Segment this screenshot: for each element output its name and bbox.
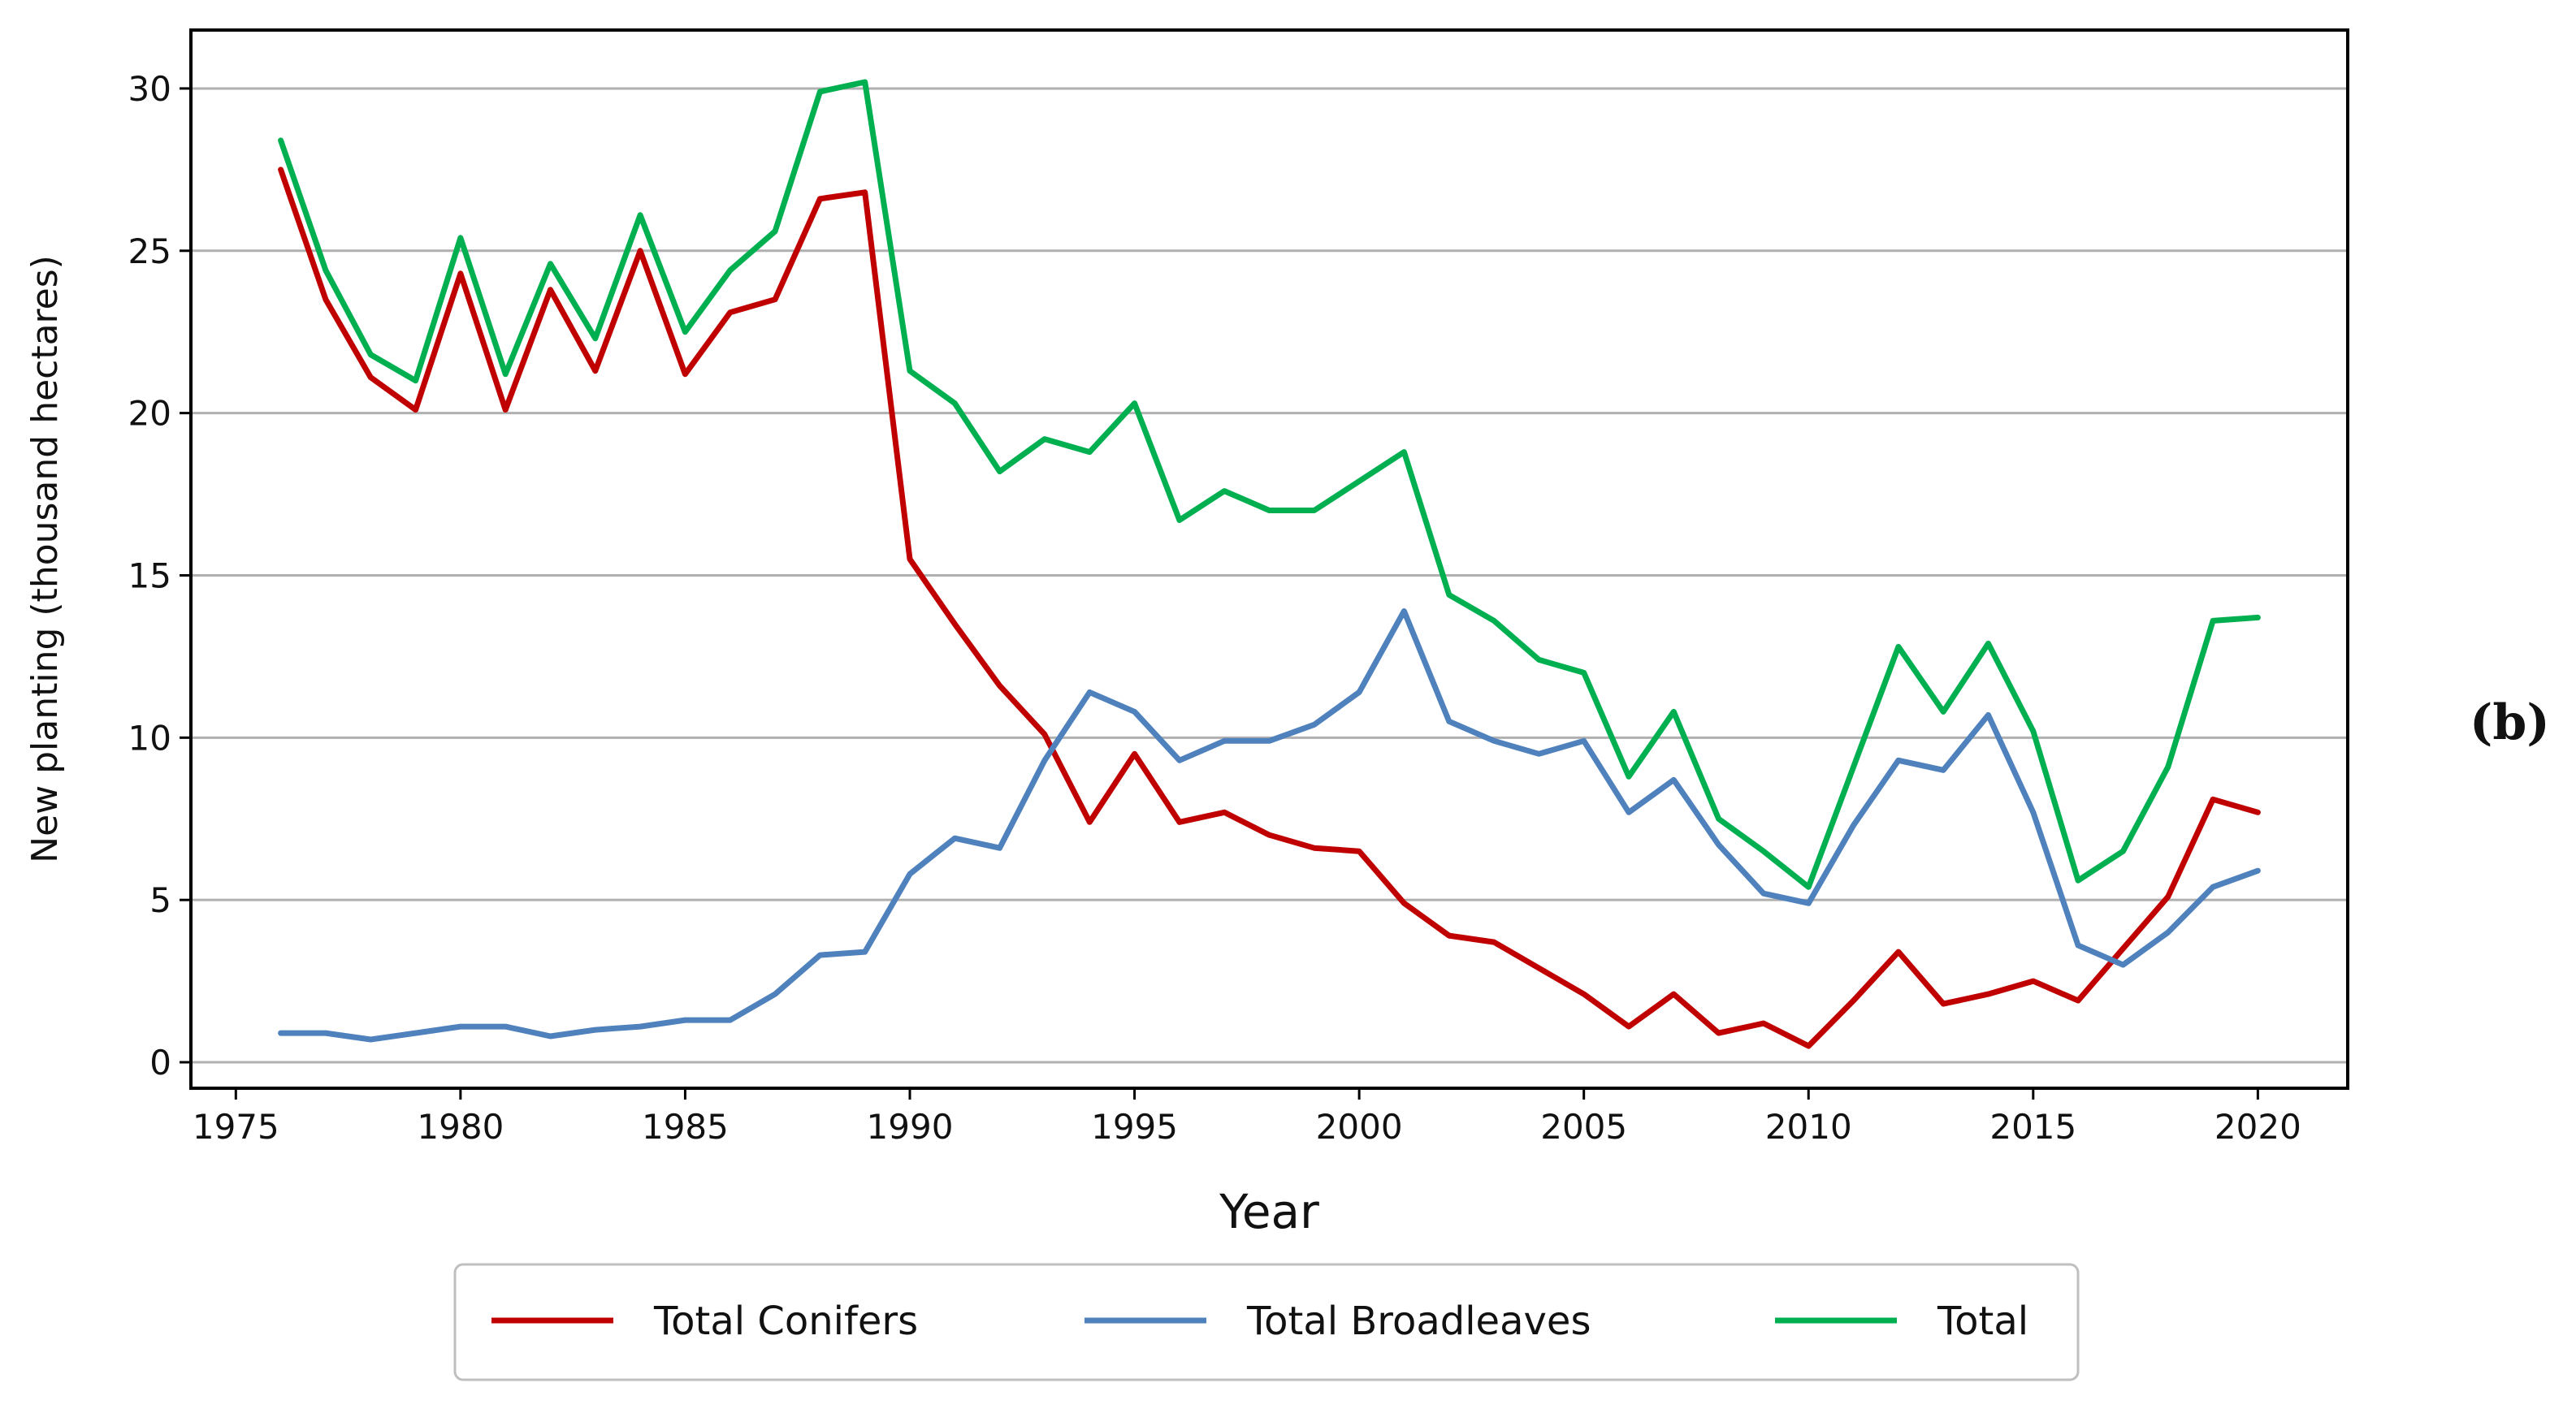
- y-tick-label: 5: [149, 880, 171, 920]
- gridlines: [191, 87, 2348, 1064]
- x-tick-label: 1980: [417, 1107, 504, 1147]
- y-tick-label: 30: [128, 69, 171, 109]
- series-line-total: [278, 79, 2261, 890]
- x-tick-label: 1985: [642, 1107, 729, 1147]
- legend: Total Conifers Total Broadleaves Total: [453, 1263, 2080, 1381]
- y-axis-ticks: 0 5 10 15 20 25 30: [128, 69, 191, 1083]
- legend-box: [453, 1263, 2080, 1381]
- legend-label: Total: [1937, 1299, 2028, 1344]
- y-tick-label: 10: [128, 718, 171, 758]
- x-tick-label: 2000: [1316, 1107, 1403, 1147]
- x-tick-label: 2005: [1540, 1107, 1627, 1147]
- panel-label: (b): [2470, 694, 2550, 751]
- legend-label: Total Conifers: [653, 1299, 918, 1344]
- x-axis-label: Year: [1219, 1184, 1319, 1239]
- x-tick-label: 2015: [1989, 1107, 2076, 1147]
- y-axis-label: New planting (thousand hectares): [24, 255, 66, 863]
- x-tick-label: 1975: [193, 1107, 279, 1147]
- legend-label: Total Broadleaves: [1246, 1299, 1591, 1344]
- y-tick-label: 0: [149, 1043, 171, 1083]
- series-line-total-conifers: [278, 166, 2261, 1049]
- x-tick-label: 1990: [867, 1107, 954, 1147]
- x-tick-label: 2020: [2214, 1107, 2301, 1147]
- series-lines: [278, 79, 2261, 1049]
- series-line-total-broadleaves: [278, 608, 2261, 1043]
- plot-frame: [189, 28, 2349, 1090]
- x-tick-label: 2010: [1765, 1107, 1852, 1147]
- y-tick-label: 20: [128, 394, 171, 434]
- x-tick-label: 1995: [1091, 1107, 1178, 1147]
- x-axis-ticks: 1975 1980 1985 1990 1995 2000 2005 2010 2015 2020: [193, 1088, 2301, 1147]
- y-tick-label: 25: [128, 231, 171, 271]
- y-tick-label: 15: [128, 555, 171, 595]
